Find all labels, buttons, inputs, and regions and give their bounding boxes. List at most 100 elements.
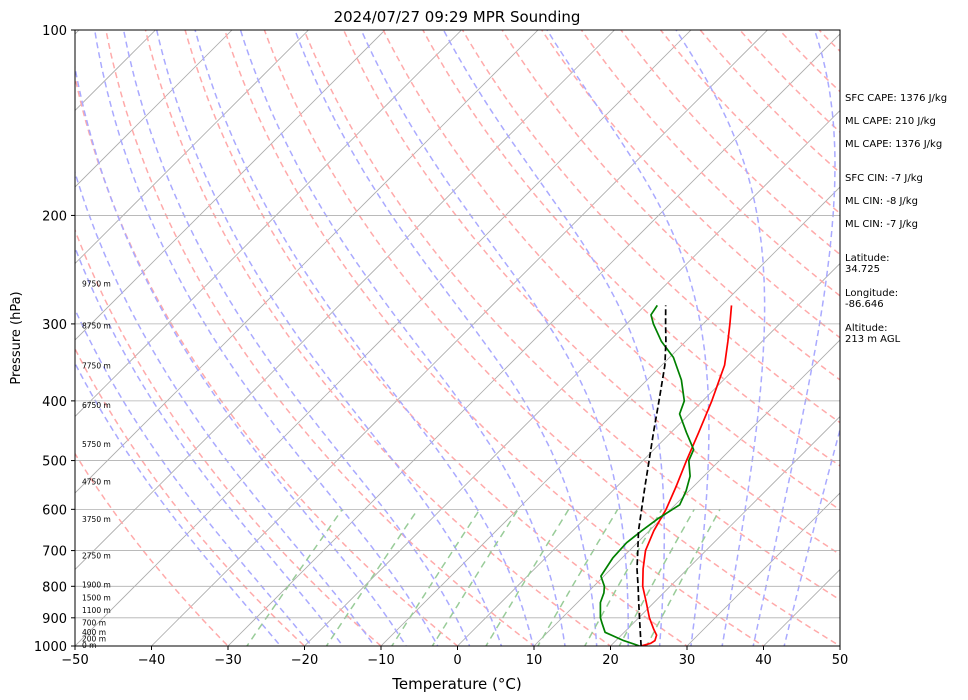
dry-adiabat-line (75, 73, 459, 646)
mixing-ratio-line (537, 508, 619, 646)
dry-adiabat-line (540, 30, 840, 339)
background-lines (75, 16, 968, 659)
dry-adiabat-line (75, 347, 306, 646)
ml-cin-2: ML CIN: -7 J/kg (845, 219, 918, 230)
isotherm-line (686, 492, 840, 646)
moist-adiabat-line (194, 30, 534, 646)
isotherm-line (75, 30, 463, 418)
mixing-ratio-line (245, 508, 343, 646)
dry-adiabat-line (144, 30, 612, 646)
altitude: Altitude: 213 m AGL (845, 323, 901, 345)
x-tick-label: 50 (832, 653, 849, 668)
y-tick-label: 400 (42, 395, 67, 410)
moist-adiabat-line (93, 30, 439, 646)
moist-adiabat-line (75, 361, 282, 646)
isotherm-line (75, 30, 616, 571)
dry-adiabat-line (923, 16, 968, 659)
x-tick-label: −30 (214, 653, 241, 668)
ml-cape-1: ML CAPE: 210 J/kg (845, 116, 936, 127)
series-line-1 (599, 304, 695, 646)
moist-adiabat-line (155, 30, 503, 646)
height-label: 0 m (82, 641, 96, 650)
y-tick-label: 800 (42, 580, 67, 595)
x-tick-label: 40 (755, 653, 772, 668)
moist-adiabat-line (360, 30, 630, 646)
isotherm-line (75, 30, 233, 188)
isotherm-line (75, 30, 310, 265)
dry-adiabat-line (184, 30, 689, 646)
x-tick-label: −10 (367, 653, 394, 668)
moist-adiabat-line (294, 30, 598, 646)
x-tick-label: −20 (291, 653, 318, 668)
x-tick-label: 0 (453, 653, 461, 668)
mixing-ratio-line (645, 508, 721, 646)
height-label: 8750 m (82, 322, 111, 331)
y-tick-label: 700 (42, 545, 67, 560)
moist-adiabat-line (752, 30, 836, 646)
ml-cin-1: ML CIN: -8 J/kg (845, 196, 918, 207)
x-axis-label: Temperature (°C) (391, 675, 521, 693)
dry-adiabat-line (962, 16, 968, 659)
height-label: 1100 m (82, 606, 111, 615)
chart-title: 2024/07/27 09:29 MPR Sounding (334, 8, 581, 26)
isotherm-line (456, 262, 840, 646)
height-label: 700 m (82, 618, 106, 627)
height-label: 1900 m (82, 581, 111, 590)
height-label: 2750 m (82, 551, 111, 560)
dry-adiabat-line (263, 30, 840, 646)
x-tick-label: 10 (526, 653, 543, 668)
mixing-ratio-line (618, 508, 695, 646)
y-tick-label: 100 (42, 24, 67, 39)
series-line-0 (640, 305, 733, 646)
dry-adiabat-line (659, 30, 840, 215)
dry-adiabat-line (105, 30, 536, 646)
isotherm-line (75, 30, 386, 341)
mixing-ratio-line (485, 508, 570, 646)
sfc-cin: SFC CIN: -7 J/kg (845, 173, 923, 184)
isotherm-line (303, 109, 840, 646)
y-tick-label: 300 (42, 318, 67, 333)
y-tick-label: 900 (42, 612, 67, 627)
isotherm-line (150, 30, 769, 646)
moist-adiabat-line (75, 307, 313, 646)
height-label: 6750 m (82, 401, 111, 410)
isotherm-line (533, 339, 840, 646)
moist-adiabat-line (75, 170, 376, 646)
moist-adiabat-line (675, 30, 766, 646)
x-tick-label: −50 (61, 653, 88, 668)
height-label: 4750 m (82, 478, 111, 487)
height-label: 3750 m (82, 515, 111, 524)
height-label: 7750 m (82, 362, 111, 371)
dry-adiabat-line (501, 30, 840, 381)
height-label: 200 m (82, 635, 106, 644)
mixing-ratio-line (431, 508, 519, 646)
moist-adiabat-line (442, 30, 666, 646)
y-axis-label: Pressure (hPa) (9, 291, 24, 384)
dry-adiabat-line (461, 30, 840, 424)
moist-adiabat-line (783, 426, 840, 646)
y-tick-label: 200 (42, 209, 67, 224)
height-label: 5750 m (82, 440, 111, 449)
mixing-ratio-line (325, 508, 419, 646)
x-tick-label: −40 (138, 653, 165, 668)
isotherm-line (75, 30, 692, 646)
moist-adiabat-line (75, 63, 407, 646)
x-tick-label: 20 (602, 653, 619, 668)
isotherm-line (227, 33, 840, 646)
longitude: Longitude: -86.646 (845, 288, 899, 310)
isotherm-line (380, 186, 840, 646)
moist-adiabat-line (239, 30, 566, 646)
y-tick-label: 500 (42, 455, 67, 470)
mixing-ratio-line (583, 508, 663, 646)
ml-cape-2: ML CAPE: 1376 J/kg (845, 139, 943, 150)
dry-adiabat-line (223, 30, 765, 646)
moist-adiabat-line (75, 245, 344, 646)
series-line-2 (636, 305, 667, 646)
moist-adiabat-line (546, 30, 710, 646)
height-label: 400 m (82, 628, 106, 637)
series-layer (599, 304, 733, 646)
isotherm-line (75, 30, 539, 494)
axis-ticks: −50 −40 −30 −20 −10 0 10 20 30 40 50 1000 900 800 700 6… (34, 24, 848, 668)
moist-adiabat-line (122, 30, 471, 646)
plot-frame (74, 29, 841, 647)
